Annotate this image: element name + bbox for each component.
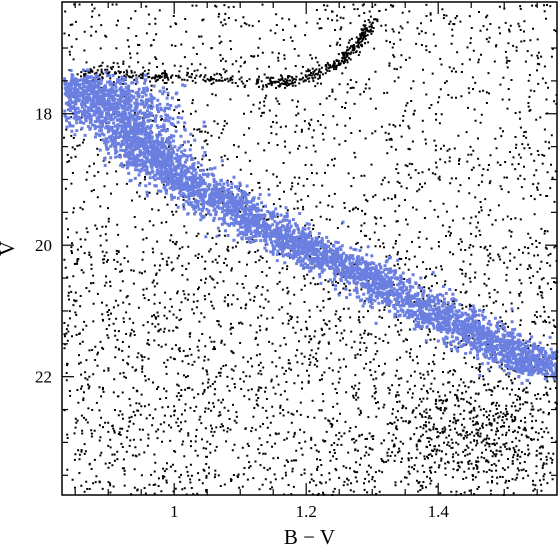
main-sequence-points xyxy=(63,68,559,385)
y-tick-labels: 18 20 22 xyxy=(35,105,52,387)
axis-ticks xyxy=(62,2,557,495)
plot-frame xyxy=(61,1,558,496)
y-tick-label: 18 xyxy=(35,105,52,124)
x-axis-label: B − V xyxy=(284,525,335,549)
x-tick-label: 1 xyxy=(170,502,179,521)
x-tick-labels: 1 1.2 1.4 xyxy=(170,502,449,521)
y-tick-label: 20 xyxy=(35,236,52,255)
x-tick-label: 1.2 xyxy=(296,502,317,521)
x-tick-label: 1.4 xyxy=(428,502,450,521)
y-tick-label: 22 xyxy=(35,368,52,387)
main-sequence-dots xyxy=(63,68,559,385)
y-axis-label: V xyxy=(0,241,19,256)
